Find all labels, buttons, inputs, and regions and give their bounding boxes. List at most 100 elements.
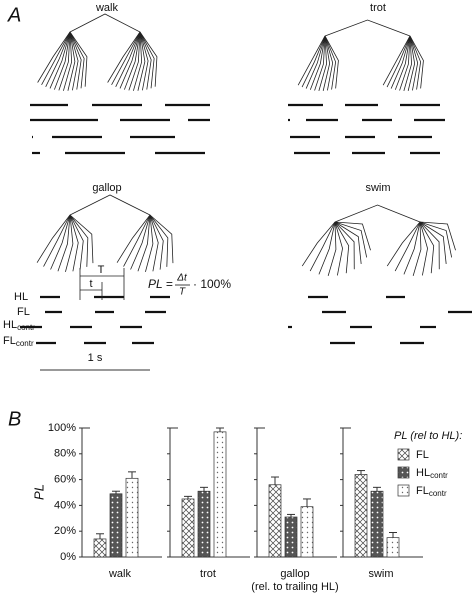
gait-diagrams xyxy=(20,103,472,345)
stick-leg xyxy=(419,221,456,251)
formula-numerator: Δt xyxy=(176,273,188,284)
y-tick-label: 0% xyxy=(60,551,76,563)
x-category-label: gallop xyxy=(280,568,309,580)
y-tick-label: 100% xyxy=(48,422,76,434)
x-category-label: walk xyxy=(108,568,132,580)
scale-bar-label: 1 s xyxy=(88,352,103,364)
stick-leg xyxy=(115,31,141,87)
legend-title: PL (rel to HL): xyxy=(394,430,462,442)
stick-leg xyxy=(149,214,169,267)
gait-title: swim xyxy=(365,182,390,194)
delay-label: t xyxy=(89,278,92,290)
bar xyxy=(354,474,368,558)
bar xyxy=(197,490,211,558)
stick-leg xyxy=(37,31,71,83)
stick-leg xyxy=(390,35,411,89)
stick-leg xyxy=(409,35,422,90)
stick-leg xyxy=(334,221,343,276)
stick-leg xyxy=(309,221,336,272)
bar xyxy=(284,516,298,558)
stick-leg xyxy=(419,221,428,276)
bar xyxy=(370,490,384,558)
stick-leg xyxy=(111,31,141,86)
x-category-label: trot xyxy=(200,568,216,580)
stick-leg xyxy=(382,35,411,86)
stick-leg xyxy=(124,31,141,90)
stick-leg xyxy=(54,31,71,90)
stick-leg xyxy=(36,214,71,263)
stick-leg xyxy=(334,221,350,274)
bar xyxy=(93,538,107,558)
stick-leg xyxy=(50,214,71,270)
stick-leg xyxy=(327,221,337,276)
stick-leg xyxy=(324,35,334,91)
stick-leg xyxy=(305,35,326,89)
stick-body xyxy=(69,194,151,216)
stick-leg xyxy=(139,31,158,87)
stick-leg xyxy=(65,214,74,272)
stick-body xyxy=(69,13,141,33)
gait-title: gallop xyxy=(92,182,121,194)
stick-leg xyxy=(57,214,71,272)
stick-leg xyxy=(139,31,149,91)
formula-rhs: · 100% xyxy=(193,277,231,291)
bar xyxy=(125,477,139,558)
y-tick-label: 60% xyxy=(54,474,76,486)
formula-denominator: T xyxy=(179,287,186,298)
row-label: HLcontr xyxy=(3,319,35,332)
stick-leg xyxy=(123,214,151,267)
legend-label: FLcontr xyxy=(416,485,447,498)
stick-leg xyxy=(69,214,89,267)
stick-leg xyxy=(334,221,371,251)
stick-leg xyxy=(137,214,151,272)
gait-title: trot xyxy=(370,2,386,14)
x-category-label: swim xyxy=(368,568,393,580)
stick-leg xyxy=(139,31,152,90)
legend-swatch xyxy=(397,448,410,461)
bar xyxy=(109,493,123,558)
stick-leg xyxy=(394,35,411,90)
stick-leg xyxy=(403,221,421,275)
stick-body xyxy=(334,204,421,223)
stick-leg xyxy=(43,214,71,267)
stick-leg xyxy=(41,31,71,86)
bar xyxy=(386,537,400,558)
row-labels: HL FL HLcontr FLcontr xyxy=(3,291,35,348)
formula: PL = Δt T · 100% xyxy=(148,273,231,298)
stick-leg xyxy=(139,31,155,89)
stick-leg xyxy=(301,221,336,267)
stick-leg xyxy=(407,35,416,91)
y-axis-label: PL xyxy=(31,484,46,500)
stick-body xyxy=(324,19,411,37)
stick-leg xyxy=(309,35,326,90)
stick-leg xyxy=(409,35,424,89)
stick-leg xyxy=(128,31,141,91)
stick-leg xyxy=(67,31,76,91)
stick-leg xyxy=(69,31,79,91)
stick-leg xyxy=(314,35,326,91)
period-markers xyxy=(79,268,125,300)
stick-leg xyxy=(63,31,73,91)
stick-leg xyxy=(149,214,164,270)
stick-figures xyxy=(36,13,456,276)
period-label: T xyxy=(98,264,105,276)
legend-swatch xyxy=(397,466,410,479)
stick-leg xyxy=(49,31,71,89)
stick-leg xyxy=(334,221,368,258)
stick-leg xyxy=(394,221,421,272)
legend-swatch xyxy=(397,484,410,497)
legend-label: FL xyxy=(416,449,429,461)
stick-leg xyxy=(119,31,141,89)
bar xyxy=(268,484,282,558)
bar xyxy=(300,506,314,558)
stick-leg xyxy=(318,35,327,91)
gait-title: walk xyxy=(95,2,119,14)
stick-leg xyxy=(318,221,336,275)
stick-leg xyxy=(322,35,331,91)
stick-leg xyxy=(399,35,411,91)
stick-leg xyxy=(69,31,82,90)
y-tick-label: 40% xyxy=(54,499,76,511)
formula-lhs: PL = xyxy=(148,277,173,291)
stick-leg xyxy=(297,35,326,86)
